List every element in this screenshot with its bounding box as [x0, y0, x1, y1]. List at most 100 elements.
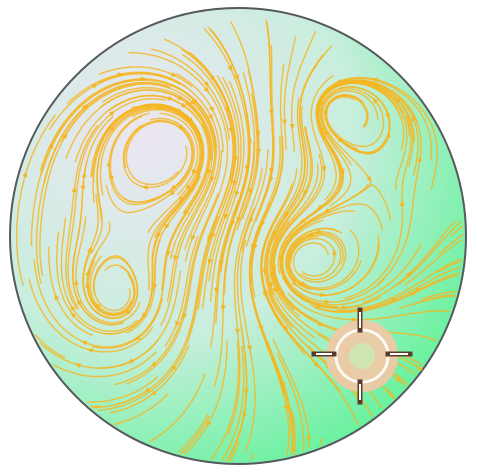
flow-arrowhead	[203, 81, 210, 88]
flow-arrowhead	[298, 281, 305, 287]
flow-line	[213, 141, 255, 387]
flow-arrowhead	[170, 71, 178, 77]
flow-line	[97, 215, 220, 412]
flow-arrowhead	[81, 171, 87, 178]
flow-arrowhead	[145, 105, 153, 111]
flow-line	[184, 150, 223, 263]
flow-arrowhead	[206, 420, 212, 428]
flow-arrowhead	[207, 169, 213, 176]
flow-arrowhead	[324, 299, 331, 305]
flow-arrowhead	[82, 103, 89, 110]
flow-line	[438, 233, 465, 255]
flow-arrowhead	[282, 119, 287, 126]
flow-arrowhead	[318, 321, 325, 327]
flow-line	[290, 237, 336, 277]
flow-line	[16, 114, 56, 286]
flow-line	[250, 63, 285, 283]
flow-arrowhead	[411, 115, 417, 122]
flow-arrowhead	[207, 258, 213, 265]
flow-line	[87, 376, 159, 403]
flow-line	[287, 232, 344, 291]
flow-line	[159, 112, 199, 196]
flow-arrowhead	[242, 413, 247, 420]
flow-line	[236, 92, 258, 231]
flow-line	[358, 79, 419, 176]
flow-arrowhead	[234, 190, 240, 198]
flow-line	[402, 354, 424, 367]
flow-arrowhead	[335, 79, 342, 84]
flow-line	[228, 441, 240, 463]
flow-arrowhead	[141, 184, 148, 190]
flow-arrowhead	[108, 110, 116, 117]
flow-arrowhead	[134, 335, 141, 341]
flow-line	[113, 392, 169, 426]
flow-line	[114, 192, 219, 386]
flow-arrowhead	[246, 345, 252, 352]
flow-arrowhead	[182, 313, 188, 320]
flow-arrowhead	[189, 99, 196, 106]
flow-arrowhead	[306, 435, 312, 443]
flow-line	[131, 109, 201, 234]
flow-line	[320, 88, 385, 166]
flow-line	[255, 44, 275, 222]
flow-lines	[16, 19, 465, 463]
flow-line	[75, 216, 141, 324]
flow-line	[128, 52, 229, 188]
flow-arrowhead	[352, 317, 359, 323]
flow-line	[210, 73, 237, 209]
flow-arrowhead	[220, 305, 226, 312]
flow-arrowhead	[385, 131, 391, 139]
flow-arrowhead	[54, 293, 60, 301]
flow-arrowhead	[255, 131, 261, 138]
flow-arrowhead	[417, 365, 424, 372]
flow-arrowhead	[185, 184, 191, 191]
flow-arrowhead	[183, 209, 189, 216]
flow-line	[450, 225, 464, 237]
flow-line	[102, 86, 214, 260]
flow-line	[286, 231, 347, 283]
flow-arrowhead	[223, 213, 229, 220]
flow-line	[52, 351, 157, 378]
flow-line	[437, 260, 462, 273]
flow-arrowhead	[71, 186, 77, 193]
flow-line	[271, 163, 319, 311]
flow-arrowhead	[316, 204, 323, 211]
flow-line	[109, 344, 190, 414]
flow-line	[221, 345, 245, 461]
flow-line	[246, 19, 274, 247]
flow-arrowhead	[341, 305, 349, 311]
flow-line	[150, 48, 231, 140]
flow-arrowhead	[109, 172, 115, 180]
flow-arrowhead	[164, 223, 170, 230]
flow-line	[273, 271, 343, 333]
flow-line	[209, 199, 239, 348]
flow-line	[315, 77, 433, 201]
flow-arrowhead	[399, 199, 405, 206]
flow-arrowhead	[228, 127, 234, 134]
flow-line	[240, 149, 269, 252]
flow-line	[90, 106, 202, 254]
flow-line	[223, 72, 256, 295]
flow-line	[291, 30, 317, 152]
flow-arrowhead	[210, 176, 215, 183]
flow-arrowhead	[320, 292, 327, 298]
flow-line	[404, 239, 464, 286]
flow-line	[324, 93, 391, 155]
flow-line	[419, 294, 454, 303]
flow-line	[343, 115, 412, 300]
flow-arrowhead	[260, 220, 265, 228]
flow-line	[181, 53, 234, 242]
flow-line	[249, 274, 286, 394]
flow-line	[281, 219, 385, 303]
flow-line	[164, 236, 199, 347]
flow-line	[201, 156, 240, 309]
flow-line	[385, 387, 396, 399]
flow-arrowhead	[94, 302, 101, 309]
flow-arrowhead	[339, 168, 345, 175]
flow-line	[67, 98, 167, 310]
flow-arrowhead	[94, 305, 101, 312]
flow-arrowhead	[22, 170, 28, 178]
flow-line	[247, 69, 260, 172]
flow-arrowhead	[267, 281, 273, 289]
flow-arrowhead	[192, 169, 197, 176]
